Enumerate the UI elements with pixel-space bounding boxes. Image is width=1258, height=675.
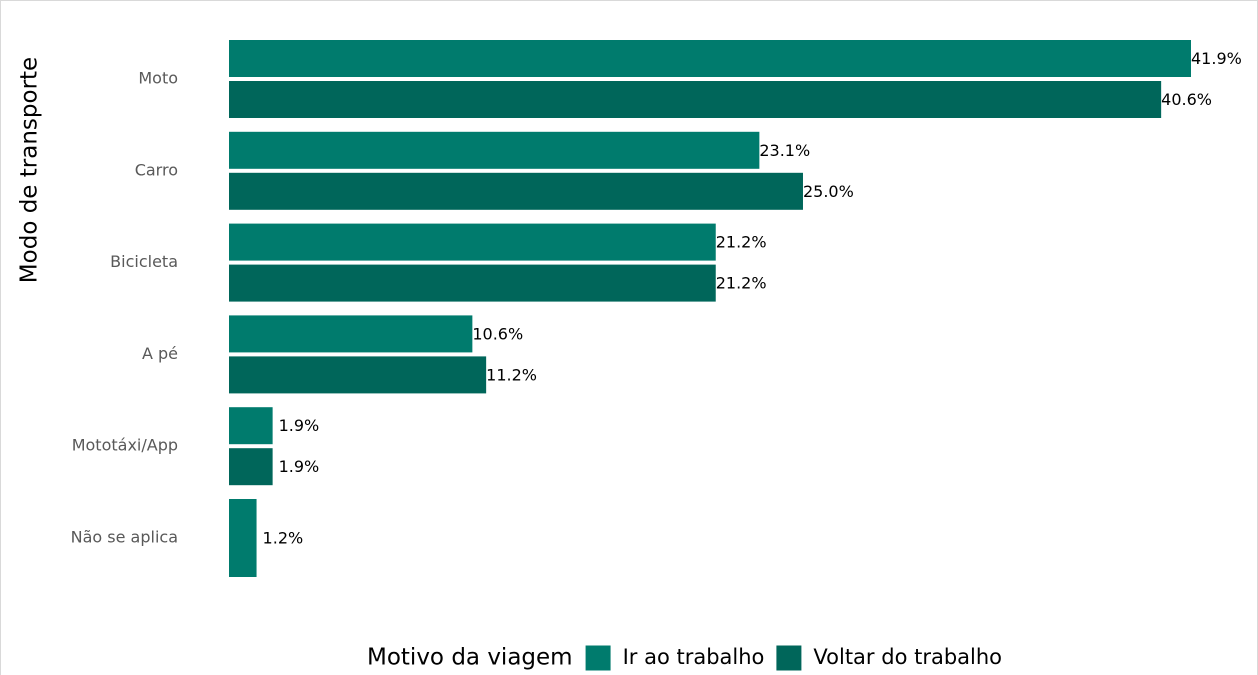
legend-swatch xyxy=(776,645,802,671)
bar xyxy=(229,223,716,261)
bar xyxy=(229,40,1191,77)
data-label: 25.0% xyxy=(803,182,854,201)
data-label: 1.9% xyxy=(279,457,320,476)
data-label: 11.2% xyxy=(486,365,537,384)
bar xyxy=(229,315,473,353)
y-tick-label: Não se aplica xyxy=(71,528,178,547)
legend-swatch xyxy=(585,645,611,671)
bar xyxy=(229,356,487,394)
bar xyxy=(229,264,716,302)
bar xyxy=(229,448,273,486)
data-label: 1.9% xyxy=(279,416,320,435)
bar xyxy=(229,499,257,577)
data-label: 23.1% xyxy=(759,141,810,160)
y-tick-label: Carro xyxy=(135,160,178,179)
y-tick-label: Mototáxi/App xyxy=(72,436,178,455)
legend-label: Voltar do trabalho xyxy=(813,645,1002,669)
legend-title: Motivo da viagem xyxy=(367,645,573,671)
data-label: 1.2% xyxy=(263,529,304,548)
bar xyxy=(229,172,803,210)
bar xyxy=(229,407,273,445)
data-label: 40.6% xyxy=(1161,90,1212,109)
data-label: 10.6% xyxy=(472,324,523,343)
y-tick-label: Bicicleta xyxy=(110,252,178,271)
data-label: 21.2% xyxy=(716,274,767,293)
data-label: 41.9% xyxy=(1191,49,1242,68)
y-tick-label: A pé xyxy=(142,344,178,363)
y-tick-label: Moto xyxy=(138,69,178,88)
y-axis-title: Modo de transporte xyxy=(17,57,43,283)
legend-label: Ir ao trabalho xyxy=(623,645,765,669)
bar xyxy=(229,81,1162,118)
bar xyxy=(229,131,760,169)
data-label: 21.2% xyxy=(716,233,767,252)
